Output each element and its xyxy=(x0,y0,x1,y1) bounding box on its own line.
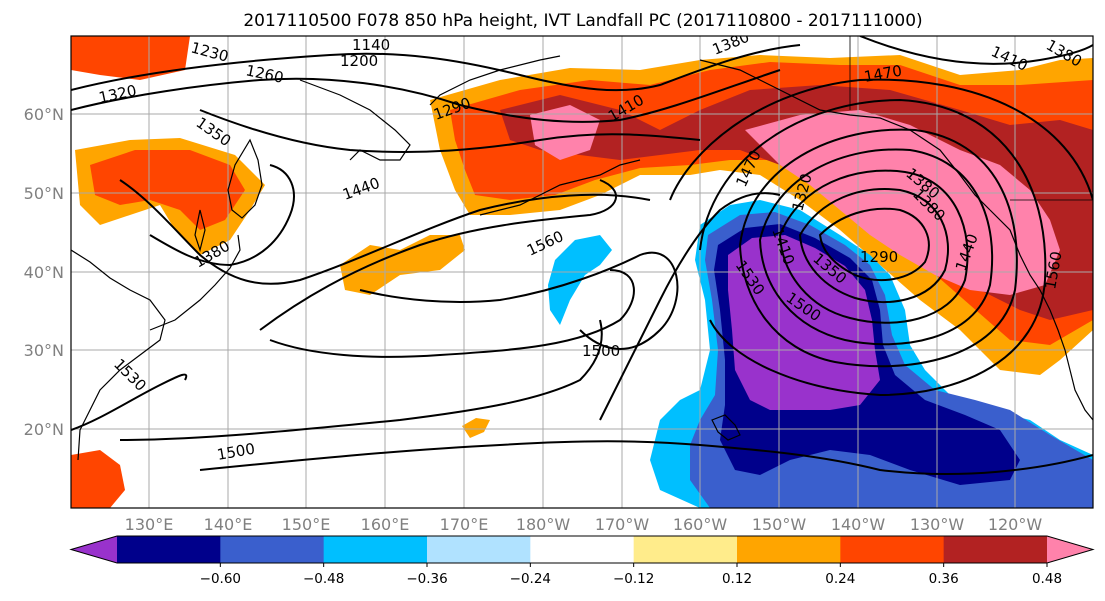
lon-tick-label: 150°E xyxy=(282,515,331,534)
colorbar-extend-high xyxy=(1047,536,1093,563)
lon-tick-label: 150°W xyxy=(752,515,807,534)
lon-tick-label: 140°E xyxy=(204,515,253,534)
contour-line xyxy=(738,128,1018,368)
colorbar-tick-label: 0.24 xyxy=(825,571,855,587)
contour-line xyxy=(71,44,801,92)
lon-tick-label: 160°W xyxy=(673,515,728,534)
lat-tick-label: 40°N xyxy=(24,263,64,282)
colorbar-segment xyxy=(323,536,428,563)
border-canada-us xyxy=(849,36,1093,201)
coastlines xyxy=(71,36,1093,461)
contour-line xyxy=(199,109,701,153)
contour-label: 1290 xyxy=(860,248,898,266)
colorbar-segment xyxy=(117,536,221,563)
lon-tick-label: 120°W xyxy=(988,515,1043,534)
lon-tick-label: 170°E xyxy=(440,515,489,534)
contour-line xyxy=(71,69,781,123)
contour-line xyxy=(778,169,969,324)
contour-label: 1140 xyxy=(352,36,390,54)
colorbar-segment xyxy=(633,536,738,563)
ivt-positive-blob-mid xyxy=(340,235,465,295)
map-panel: 1140 1200 1230 1260 1320 1350 1380 1380 … xyxy=(70,35,1094,509)
colorbar-segment xyxy=(530,536,635,563)
lon-tick-label: 140°W xyxy=(831,515,886,534)
contour-line xyxy=(199,440,1093,476)
coastline-japan xyxy=(149,234,241,331)
colorbar-tick-label: 0.12 xyxy=(722,571,752,587)
contour-line xyxy=(699,98,1047,397)
lat-tick-label: 20°N xyxy=(24,420,64,439)
contour-line xyxy=(859,36,1093,65)
coastline-sakhalin xyxy=(194,209,206,253)
lon-tick-label: 180°W xyxy=(516,515,571,534)
colorbar-segment xyxy=(943,536,1048,563)
map-frame xyxy=(70,35,1094,509)
contour-line xyxy=(818,207,930,282)
longitude-axis: 130°E 140°E 150°E 160°E 170°E 180°W 170°… xyxy=(125,515,1043,534)
colorbar-tick-label: 0.48 xyxy=(1032,571,1062,587)
contour-line xyxy=(669,78,1093,201)
contour-line xyxy=(259,179,617,331)
coastline-kamchatka xyxy=(227,138,263,219)
colorbar-segment xyxy=(737,536,841,563)
contour-line xyxy=(798,188,949,304)
colorbar-tick-label: 0.36 xyxy=(929,571,959,587)
contour-line xyxy=(119,319,603,441)
contour-label: 1200 xyxy=(340,52,378,70)
colorbar-segment xyxy=(840,536,945,563)
ivt-positive-blob-tiny xyxy=(462,418,490,438)
lon-tick-label: 130°W xyxy=(910,515,965,534)
ivt-positive-blob-sw xyxy=(71,450,125,508)
colorbar-outline xyxy=(69,535,1095,564)
colorbar-tick-label: −0.36 xyxy=(406,571,447,587)
lon-tick-label: 160°E xyxy=(361,515,410,534)
coastline-alaska-south xyxy=(699,59,991,211)
colorbar: −0.60 −0.48 −0.36 −0.24 −0.12 0.12 0.24 0.36 0.4… xyxy=(69,535,1095,587)
colorbar-segment xyxy=(427,536,531,563)
coastline-asia xyxy=(71,249,166,461)
contour-label: 1500 xyxy=(582,342,620,360)
coastline-aleutians xyxy=(479,159,641,216)
coastline-hawaii xyxy=(711,414,741,441)
colorbar-tick-label: −0.60 xyxy=(200,571,241,587)
contour-line xyxy=(71,373,188,431)
colorbar-extend-low xyxy=(71,536,117,563)
contour-line xyxy=(359,251,679,350)
ivt-max-region-bering xyxy=(530,105,600,160)
plot-title: 2017110500 F078 850 hPa height, IVT Land… xyxy=(243,11,922,31)
colorbar-tick-label: −0.48 xyxy=(303,571,344,587)
lat-tick-label: 30°N xyxy=(24,341,64,360)
height-contours xyxy=(71,36,1093,476)
lon-tick-label: 130°E xyxy=(125,515,174,534)
ivt-positive-core-kamchatka xyxy=(90,150,245,230)
contour-line xyxy=(119,179,651,285)
ivt-positive-region-nw xyxy=(71,36,190,80)
ivt-max-region-gulf-alaska xyxy=(745,110,1060,295)
colorbar-segment xyxy=(220,536,325,563)
lat-tick-label: 50°N xyxy=(24,184,64,203)
colorbar-tick-label: −0.12 xyxy=(613,571,654,587)
coastline-bc xyxy=(989,209,1093,421)
latitude-axis: 20°N 30°N 40°N 50°N 60°N xyxy=(24,105,64,439)
contour-line xyxy=(599,192,781,421)
lat-tick-label: 60°N xyxy=(24,105,64,124)
contour-line xyxy=(149,164,295,267)
lon-tick-label: 170°W xyxy=(595,515,650,534)
contour-line xyxy=(269,269,635,358)
colorbar-tick-label: −0.24 xyxy=(510,571,551,587)
coastline-chukotka xyxy=(299,79,411,161)
contour-line xyxy=(758,148,994,346)
coastline-alaska-west xyxy=(429,55,561,106)
